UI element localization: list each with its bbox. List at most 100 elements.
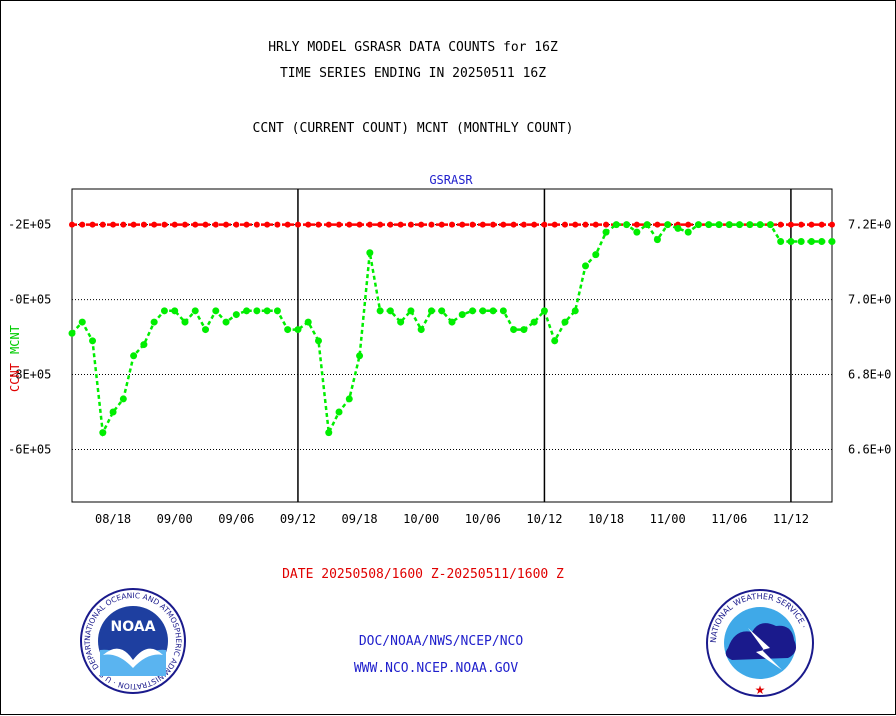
data-point-ccnt xyxy=(510,221,517,228)
data-point-mcnt xyxy=(674,224,682,232)
data-point-mcnt xyxy=(582,262,590,270)
data-point-mcnt xyxy=(438,307,446,315)
data-point-ccnt xyxy=(603,221,610,228)
noaa-logo-text: NOAA xyxy=(111,619,156,635)
data-point-mcnt xyxy=(356,352,364,360)
data-point-mcnt xyxy=(551,337,559,345)
data-point-mcnt xyxy=(766,221,774,229)
data-point-mcnt xyxy=(160,307,168,315)
data-point-ccnt xyxy=(438,221,445,228)
data-point-ccnt xyxy=(561,221,568,228)
data-point-mcnt xyxy=(119,395,127,403)
data-point-mcnt xyxy=(109,408,117,416)
noaa-logo-bird-icon xyxy=(103,648,163,668)
y-left-tick-label: -8E+05 xyxy=(8,368,51,382)
data-point-ccnt xyxy=(490,221,497,228)
data-point-mcnt xyxy=(612,221,620,229)
data-point-ccnt xyxy=(449,221,455,228)
data-point-ccnt xyxy=(829,221,835,228)
data-point-ccnt xyxy=(120,221,127,228)
data-point-mcnt xyxy=(181,318,189,326)
data-point-mcnt xyxy=(499,307,507,315)
y-right-tick-label: 7.2E+0 xyxy=(848,218,891,232)
data-point-ccnt xyxy=(459,221,466,228)
series-layer xyxy=(68,221,836,438)
data-point-mcnt xyxy=(376,307,384,315)
data-point-ccnt xyxy=(89,221,96,228)
data-point-mcnt xyxy=(623,221,631,229)
data-point-mcnt xyxy=(746,221,754,229)
y-left-tick-label: -2E+05 xyxy=(8,218,51,232)
data-point-mcnt xyxy=(202,326,210,334)
data-point-mcnt xyxy=(592,251,600,259)
data-point-ccnt xyxy=(346,221,353,228)
data-point-mcnt xyxy=(78,318,86,326)
data-point-mcnt xyxy=(314,337,322,345)
title-line-2: TIME SERIES ENDING IN 20250511 16Z xyxy=(280,66,546,81)
data-point-mcnt xyxy=(99,429,107,437)
data-point-mcnt xyxy=(736,221,744,229)
data-point-ccnt xyxy=(233,221,240,228)
data-point-mcnt xyxy=(633,228,641,236)
data-point-mcnt xyxy=(571,307,579,315)
data-point-mcnt xyxy=(807,237,815,245)
data-point-mcnt xyxy=(479,307,487,315)
data-point-ccnt xyxy=(397,221,404,228)
data-point-ccnt xyxy=(818,221,825,228)
data-point-mcnt xyxy=(386,307,394,315)
data-point-mcnt xyxy=(366,249,374,257)
data-point-mcnt xyxy=(489,307,497,315)
data-point-ccnt xyxy=(253,221,260,228)
data-point-ccnt xyxy=(572,221,579,228)
x-tick-label: 10/06 xyxy=(465,512,501,526)
x-tick-label: 09/00 xyxy=(157,512,193,526)
data-point-mcnt xyxy=(705,221,713,229)
data-point-mcnt xyxy=(397,318,405,326)
data-point-mcnt xyxy=(130,352,138,360)
data-point-mcnt xyxy=(787,237,795,245)
data-point-mcnt xyxy=(828,237,836,245)
data-point-ccnt xyxy=(469,221,476,228)
data-point-mcnt xyxy=(417,326,425,334)
data-point-ccnt xyxy=(377,221,384,228)
data-point-mcnt xyxy=(68,329,76,337)
x-tick-label: 09/18 xyxy=(342,512,378,526)
data-point-ccnt xyxy=(192,221,199,228)
data-point-mcnt xyxy=(253,307,261,315)
data-point-ccnt xyxy=(151,221,158,228)
data-point-ccnt xyxy=(264,221,271,228)
nws-logo-lightning-icon xyxy=(748,628,782,670)
data-point-mcnt xyxy=(561,318,569,326)
data-point-ccnt xyxy=(531,221,538,228)
chart-title: GSRASR xyxy=(429,173,473,187)
data-point-ccnt xyxy=(181,221,188,228)
data-point-ccnt xyxy=(315,221,322,228)
y-right-tick-label: 7.0E+0 xyxy=(848,293,891,307)
data-point-ccnt xyxy=(243,221,250,228)
data-point-mcnt xyxy=(140,341,148,349)
data-point-ccnt xyxy=(223,221,230,228)
data-point-ccnt xyxy=(428,221,435,228)
x-tick-label: 09/06 xyxy=(218,512,254,526)
x-tick-label: 11/06 xyxy=(711,512,747,526)
data-point-mcnt xyxy=(694,221,702,229)
data-point-ccnt xyxy=(171,221,178,228)
url-line: WWW.NCO.NCEP.NOAA.GOV xyxy=(354,661,519,676)
y-axis-label-ccnt: CCNT xyxy=(8,363,22,392)
y-right-tick-label: 6.6E+0 xyxy=(848,443,891,457)
data-point-ccnt xyxy=(808,221,815,228)
data-point-mcnt xyxy=(284,326,292,334)
data-point-ccnt xyxy=(798,221,805,228)
data-point-mcnt xyxy=(294,326,302,334)
data-point-ccnt xyxy=(336,221,343,228)
data-point-mcnt xyxy=(243,307,251,315)
data-point-ccnt xyxy=(140,221,147,228)
x-tick-label: 09/12 xyxy=(280,512,316,526)
data-point-ccnt xyxy=(418,221,425,228)
data-point-ccnt xyxy=(685,221,692,228)
data-point-ccnt xyxy=(284,221,291,228)
data-point-mcnt xyxy=(797,237,805,245)
x-tick-label: 10/00 xyxy=(403,512,439,526)
data-point-ccnt xyxy=(541,221,548,228)
data-point-ccnt xyxy=(212,221,219,228)
